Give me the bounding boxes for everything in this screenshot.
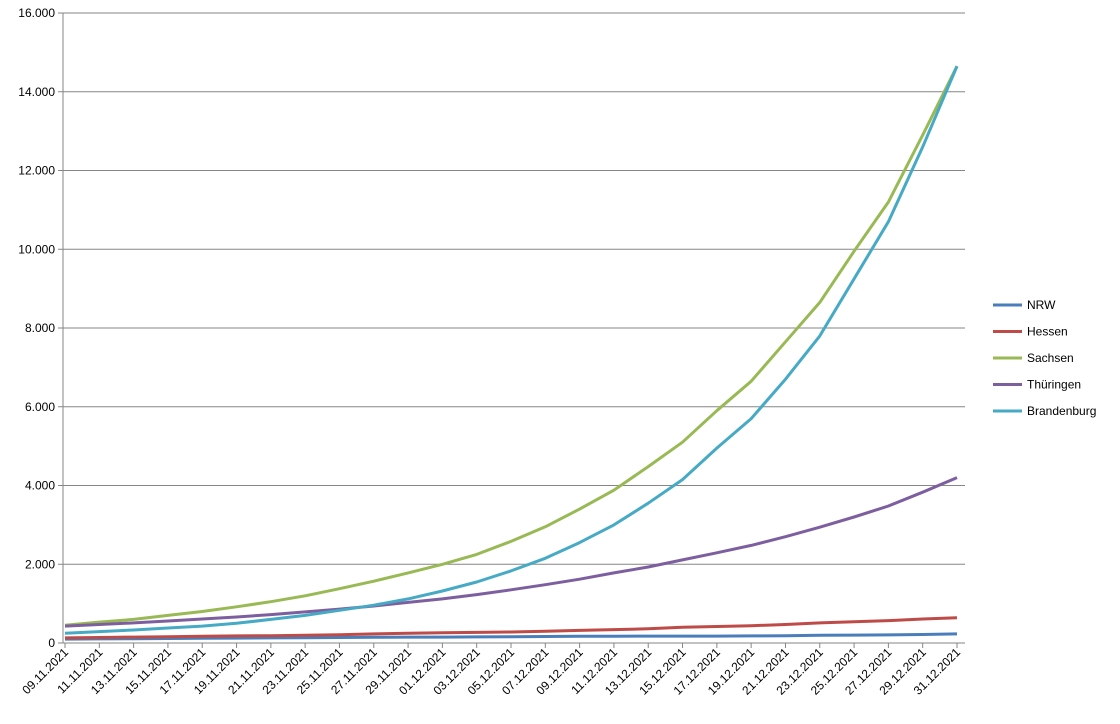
y-tick-label: 2.000 [25,557,55,571]
legend-label: Brandenburg [1027,404,1096,418]
y-tick-label: 8.000 [25,321,55,335]
y-tick-label: 10.000 [18,242,55,256]
series-line [64,616,958,640]
y-tick-label: 6.000 [25,400,55,414]
series-line [64,476,958,628]
legend-label: Hessen [1027,325,1068,339]
y-tick-label: 12.000 [18,164,55,178]
y-tick-label: 14.000 [18,85,55,99]
legend-label: NRW [1027,298,1056,312]
legend-label: Sachsen [1027,351,1074,365]
series-line [64,65,959,635]
series-line [64,632,958,641]
y-tick-label: 4.000 [25,479,55,493]
series-line [64,65,959,627]
y-tick-label: 0 [48,636,55,650]
legend-label: Thüringen [1027,378,1081,392]
y-tick-label: 16.000 [18,6,55,20]
